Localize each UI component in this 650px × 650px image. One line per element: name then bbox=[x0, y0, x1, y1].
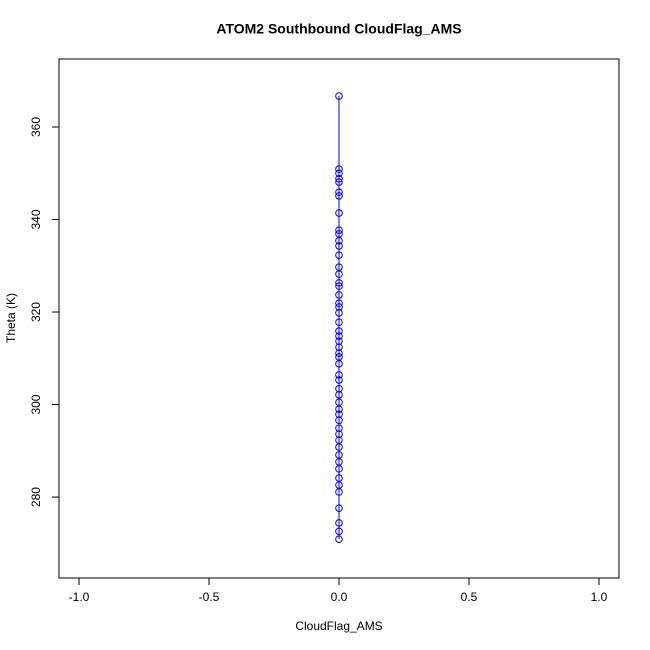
point bbox=[335, 242, 343, 250]
point bbox=[335, 410, 343, 419]
point bbox=[335, 188, 343, 197]
point bbox=[335, 424, 343, 432]
point bbox=[335, 279, 343, 287]
point bbox=[335, 291, 343, 299]
point bbox=[335, 416, 343, 425]
point bbox=[335, 371, 343, 379]
point bbox=[335, 309, 343, 317]
point bbox=[335, 332, 343, 340]
x-axis-label: CloudFlag_AMS bbox=[295, 619, 382, 633]
point bbox=[335, 488, 343, 496]
point bbox=[335, 92, 343, 100]
point bbox=[335, 430, 343, 438]
point bbox=[335, 175, 343, 183]
point bbox=[335, 527, 343, 536]
x-tick-label: 0.5 bbox=[461, 590, 478, 604]
x-tick-label: -0.5 bbox=[199, 590, 220, 604]
y-tick-label: 280 bbox=[29, 487, 43, 507]
point bbox=[335, 270, 343, 278]
point bbox=[335, 504, 343, 512]
point bbox=[335, 165, 343, 173]
point bbox=[335, 385, 343, 393]
x-tick-label: -1.0 bbox=[69, 590, 90, 604]
point bbox=[335, 391, 343, 399]
y-tick-label: 340 bbox=[29, 209, 43, 229]
point bbox=[335, 169, 343, 178]
point bbox=[335, 327, 343, 335]
y-tick-label: 360 bbox=[29, 117, 43, 137]
point bbox=[335, 318, 343, 327]
point bbox=[335, 405, 343, 413]
point bbox=[335, 192, 343, 200]
chart-title: ATOM2 Southbound CloudFlag_AMS bbox=[216, 21, 461, 37]
x-tick-label: 1.0 bbox=[591, 590, 608, 604]
y-tick-label: 320 bbox=[29, 302, 43, 322]
point bbox=[335, 251, 343, 259]
point bbox=[335, 282, 343, 290]
y-tick-label: 300 bbox=[29, 394, 43, 414]
x-tick-label: 0.0 bbox=[331, 590, 348, 604]
point bbox=[335, 337, 343, 345]
point bbox=[335, 349, 343, 357]
point bbox=[335, 299, 343, 308]
point bbox=[335, 360, 343, 368]
point bbox=[335, 209, 343, 217]
point bbox=[335, 178, 343, 186]
point bbox=[335, 519, 343, 527]
point bbox=[335, 465, 343, 473]
point bbox=[335, 226, 343, 234]
point bbox=[335, 535, 343, 543]
point bbox=[335, 376, 343, 384]
point bbox=[335, 443, 343, 451]
point bbox=[335, 303, 343, 311]
point bbox=[335, 343, 343, 351]
point bbox=[335, 236, 343, 245]
y-axis-label: Theta (K) bbox=[4, 293, 18, 343]
